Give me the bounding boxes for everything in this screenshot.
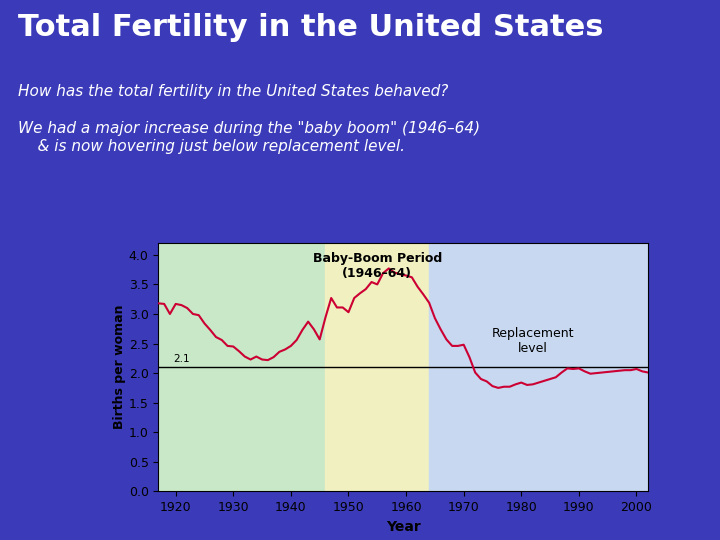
X-axis label: Year: Year [386,519,420,534]
Text: Total Fertility in the United States: Total Fertility in the United States [18,14,603,43]
Y-axis label: Births per woman: Births per woman [113,305,126,429]
Bar [158,243,325,491]
Text: Baby-Boom Period
(1946–64): Baby-Boom Period (1946–64) [312,252,442,280]
Bar [325,243,429,491]
Text: Replacement
level: Replacement level [492,327,574,355]
Bar [429,243,648,491]
Text: 2.1: 2.1 [173,354,189,363]
Text: How has the total fertility in the United States behaved?: How has the total fertility in the Unite… [18,84,449,99]
Text: We had a major increase during the "baby boom" (1946–64)
    & is now hovering j: We had a major increase during the "baby… [18,122,480,154]
